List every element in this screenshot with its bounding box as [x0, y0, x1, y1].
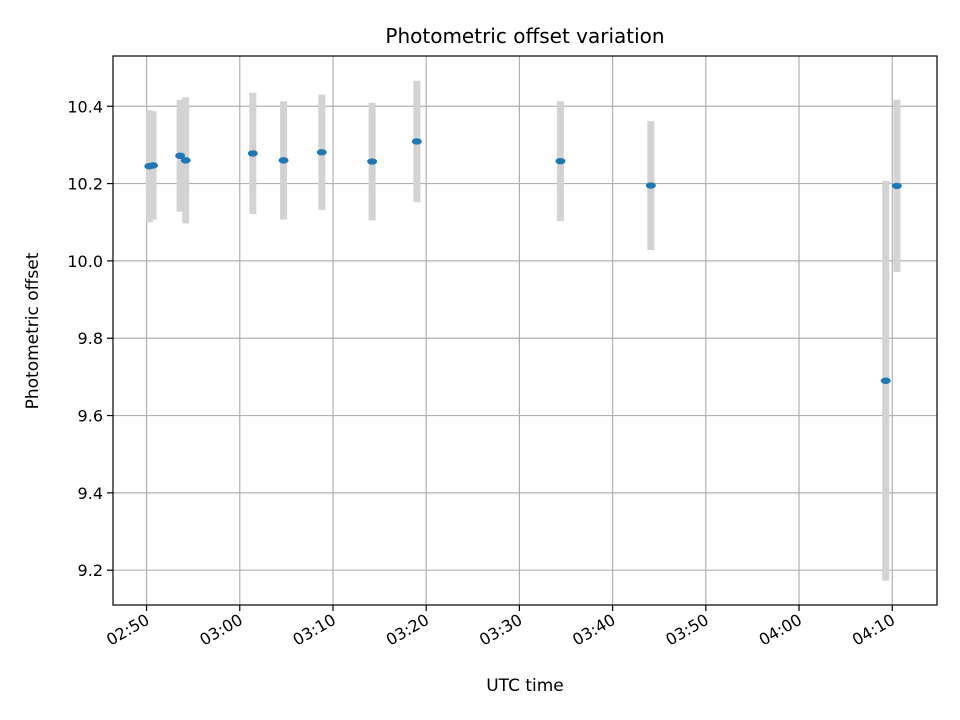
- data-points: [144, 138, 902, 384]
- y-axis: 9.2 9.4 9.6 9.8 10.0 10.2 10.4: [67, 97, 113, 580]
- y-tick-label: 9.4: [78, 484, 103, 503]
- data-point: [411, 138, 422, 145]
- y-axis-title: Photometric offset: [23, 252, 43, 409]
- y-tick-label: 10.0: [67, 252, 103, 271]
- plot-frame: [112, 55, 938, 606]
- x-axis-title: UTC time: [486, 676, 564, 696]
- data-point: [367, 158, 378, 165]
- data-point: [278, 157, 289, 164]
- y-tick-label: 9.2: [78, 561, 103, 580]
- data-point: [891, 182, 902, 190]
- data-point: [247, 150, 258, 157]
- y-tick-label: 9.6: [78, 407, 103, 426]
- y-tick-label: 9.8: [78, 329, 103, 348]
- y-tick-label: 10.4: [67, 97, 103, 116]
- data-point: [148, 162, 159, 169]
- data-point: [175, 152, 186, 159]
- chart-title: Photometric offset variation: [385, 24, 664, 48]
- y-tick-label: 10.2: [67, 175, 103, 194]
- data-point: [645, 182, 656, 189]
- grid: [113, 56, 937, 605]
- data-point: [555, 157, 566, 165]
- data-point: [180, 157, 191, 164]
- data-point: [316, 149, 327, 156]
- data-point: [880, 377, 891, 384]
